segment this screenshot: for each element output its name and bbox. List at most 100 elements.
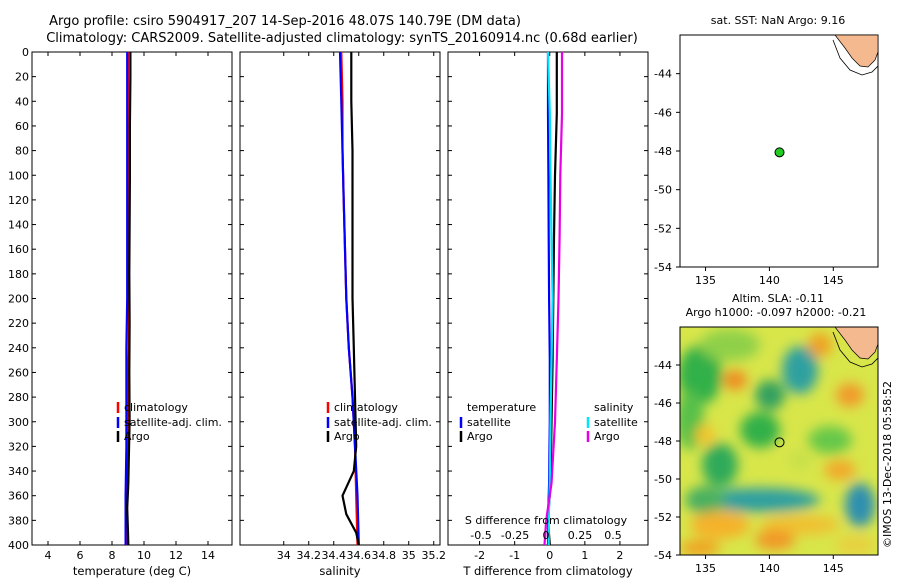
- x-tick-label: 35.2: [422, 549, 447, 562]
- depth-tick-label: 360: [8, 490, 29, 503]
- sla-title-line-1: Altim. SLA: -0.11: [732, 292, 824, 305]
- series-argo: [341, 52, 360, 546]
- lat-tick-label: -50: [654, 184, 672, 197]
- series-satellite-adj-clim-: [338, 51, 360, 546]
- legend-label-satellite-clim: satellite-adj. clim.: [334, 416, 432, 429]
- sla-map-yticks: -44 -46 -48 -50 -52 -54: [654, 359, 680, 562]
- series-salinity-argo: [543, 52, 564, 546]
- s-difference-ticks: -0.5 -0.25 0 0.25 0.5: [470, 529, 621, 542]
- sst-map-xticks: 135 140 145: [695, 267, 844, 287]
- imos-timestamp: ©IMOS 13-Dec-2018 05:58:52: [881, 381, 894, 548]
- x-tick-label: 0: [546, 549, 553, 562]
- s-tick: 0: [543, 529, 550, 542]
- coastline-contour: [832, 39, 878, 76]
- sla-map-xticks: 135 140 145: [695, 555, 844, 575]
- x-tick-label: 10: [137, 549, 151, 562]
- legend-label-sal-satellite: satellite: [594, 416, 638, 429]
- argo-location-marker: [774, 437, 785, 448]
- argo-location-marker: [774, 147, 785, 158]
- depth-tick-label: 120: [8, 194, 29, 207]
- salinity-panel: 34 34.2 34.4 34.6 34.8 35 35.2 salinity climat…: [239, 51, 446, 578]
- title-line-1: Argo profile: csiro 5904917_207 14-Sep-2…: [49, 14, 521, 29]
- difference-panel: -2 -1 0 1 2 T difference from climatology S …: [447, 51, 649, 578]
- tasmania-land: [834, 35, 878, 68]
- depth-tick-label: 240: [8, 342, 29, 355]
- salinity-lines: [338, 51, 360, 546]
- legend-label-temp-argo: Argo: [467, 430, 493, 443]
- sla-map-argo-location: [774, 437, 785, 448]
- x-tick-label: -1: [509, 549, 520, 562]
- depth-tick-label: 300: [8, 416, 29, 429]
- depth-tick-label: 260: [8, 366, 29, 379]
- salinity-axis-ticks: 34 34.2 34.4 34.6 34.8 35 35.2: [277, 52, 446, 562]
- x-tick-label: 8: [109, 549, 116, 562]
- sst-map-title: sat. SST: NaN Argo: 9.16: [711, 14, 845, 27]
- lat-tick-label: -44: [654, 68, 672, 81]
- lat-tick-label: -52: [654, 511, 672, 524]
- series-satellite-adj-clim-: [124, 52, 129, 545]
- temperature-axes: [31, 51, 233, 546]
- depth-tick-label: 20: [15, 71, 29, 84]
- depth-tick-label: 280: [8, 391, 29, 404]
- temperature-lines: [124, 52, 132, 546]
- lat-tick-label: -48: [654, 435, 672, 448]
- legend-label-climatology: climatology: [334, 401, 398, 414]
- t-difference-axis-ticks: -2 -1 0 1 2: [474, 52, 623, 562]
- depth-tick-label: 80: [15, 145, 29, 158]
- series-argo: [126, 52, 132, 546]
- lat-tick-label: -52: [654, 222, 672, 235]
- sst-map-yticks: -44 -46 -48 -50 -52 -54: [654, 68, 680, 274]
- lat-tick-label: -50: [654, 473, 672, 486]
- x-tick-label: -2: [474, 549, 485, 562]
- depth-tick-label: 0: [22, 46, 29, 59]
- s-tick: -0.25: [501, 529, 529, 542]
- coastline-contour: [832, 331, 878, 368]
- legend-label-climatology: climatology: [124, 401, 188, 414]
- lat-tick-label: -46: [654, 106, 672, 119]
- tasmania-land: [834, 327, 878, 360]
- temperature-diff-legend: temperature satellite Argo: [459, 401, 536, 443]
- legend-title-salinity: salinity: [594, 401, 634, 414]
- depth-tick-label: 320: [8, 440, 29, 453]
- salinity-legend: climatology satellite-adj. clim. Argo: [326, 401, 432, 443]
- depth-tick-label: 380: [8, 514, 29, 527]
- sla-map-panel: Altim. SLA: -0.11 Argo h1000: -0.097 h20…: [654, 292, 879, 575]
- temperature-xlabel: temperature (deg C): [73, 564, 191, 578]
- title-line-2: Climatology: CARS2009. Satellite-adjuste…: [46, 31, 638, 46]
- depth-tick-label: 400: [8, 539, 29, 552]
- depth-tick-label: 160: [8, 243, 29, 256]
- heatmap-field: [680, 329, 875, 555]
- legend-label-temp-satellite: satellite: [467, 416, 511, 429]
- temperature-legend: climatology satellite-adj. clim. Argo: [116, 401, 222, 443]
- lon-tick-label: 140: [759, 274, 780, 287]
- x-tick-label: 6: [77, 549, 84, 562]
- x-tick-label: 34.6: [347, 549, 372, 562]
- salinity-diff-legend: salinity satellite Argo: [586, 401, 638, 443]
- depth-tick-label: 180: [8, 268, 29, 281]
- depth-tick-label: 60: [15, 120, 29, 133]
- s-difference-label: S difference from climatology: [465, 514, 628, 527]
- s-tick: -0.5: [470, 529, 491, 542]
- x-tick-label: 34.2: [297, 549, 322, 562]
- s-tick: 0.25: [568, 529, 593, 542]
- depth-tick-label: 100: [8, 169, 29, 182]
- x-tick-label: 34: [277, 549, 291, 562]
- depth-tick-label: 140: [8, 219, 29, 232]
- x-tick-label: 34.8: [372, 549, 397, 562]
- x-tick-label: 14: [201, 549, 215, 562]
- sst-map-land: [832, 35, 878, 76]
- salinity-axes: [239, 51, 441, 546]
- x-tick-label: 1: [581, 549, 588, 562]
- s-tick: 0.5: [604, 529, 622, 542]
- legend-title-temperature: temperature: [467, 401, 536, 414]
- t-difference-xlabel: T difference from climatology: [462, 564, 633, 578]
- lon-tick-label: 145: [823, 274, 844, 287]
- temperature-axis-ticks: 4 6 8 10 12 14: [45, 52, 215, 562]
- sst-map-panel: sat. SST: NaN Argo: 9.16 -44 -46 -48 -50 -52…: [654, 14, 879, 287]
- depth-axis-ticks: 0 20 40 60 80 100 120 140 160 180 200 220 240 260 280 3…: [8, 46, 29, 552]
- lat-tick-label: -46: [654, 397, 672, 410]
- lon-tick-label: 145: [823, 562, 844, 575]
- sla-heatmap: [680, 327, 878, 555]
- legend-label-sal-argo: Argo: [594, 430, 620, 443]
